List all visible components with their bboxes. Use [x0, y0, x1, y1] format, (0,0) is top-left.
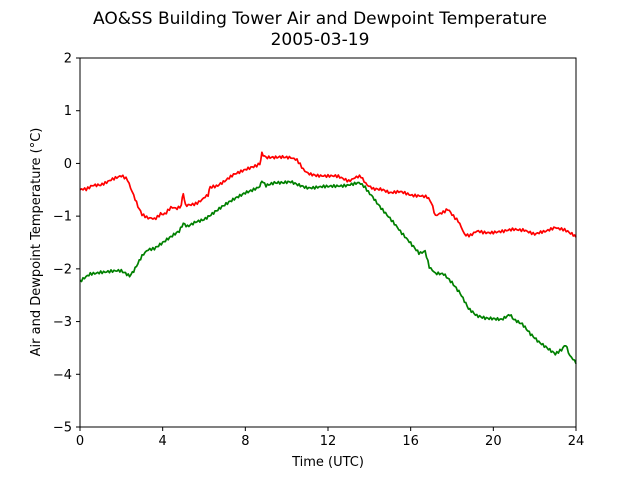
series-line-1 [79, 180, 577, 365]
series-line-0 [79, 151, 577, 238]
y-tick-label: 0 [64, 157, 72, 172]
x-tick-label: 24 [568, 434, 585, 449]
chart-title: AO&SS Building Tower Air and Dewpoint Te… [93, 9, 547, 29]
x-tick-label: 20 [485, 434, 502, 449]
x-axis-label: Time (UTC) [291, 455, 364, 470]
x-tick-label: 12 [320, 434, 337, 449]
y-tick-label: 2 [64, 52, 72, 67]
y-tick-label: −4 [53, 368, 72, 383]
y-tick-label: 1 [64, 104, 72, 119]
axes-frame [79, 57, 577, 428]
y-tick-label: −2 [53, 262, 72, 277]
y-tick-label: −5 [53, 421, 72, 436]
y-tick-label: −3 [53, 315, 72, 330]
x-tick-label: 8 [241, 434, 249, 449]
y-axis-label: Air and Dewpoint Temperature (°C) [29, 128, 44, 357]
chart-subtitle: 2005-03-19 [271, 30, 370, 50]
y-tick-label: −1 [53, 210, 72, 225]
x-tick-label: 4 [159, 434, 167, 449]
x-tick-label: 16 [402, 434, 419, 449]
x-tick-label: 0 [76, 434, 84, 449]
